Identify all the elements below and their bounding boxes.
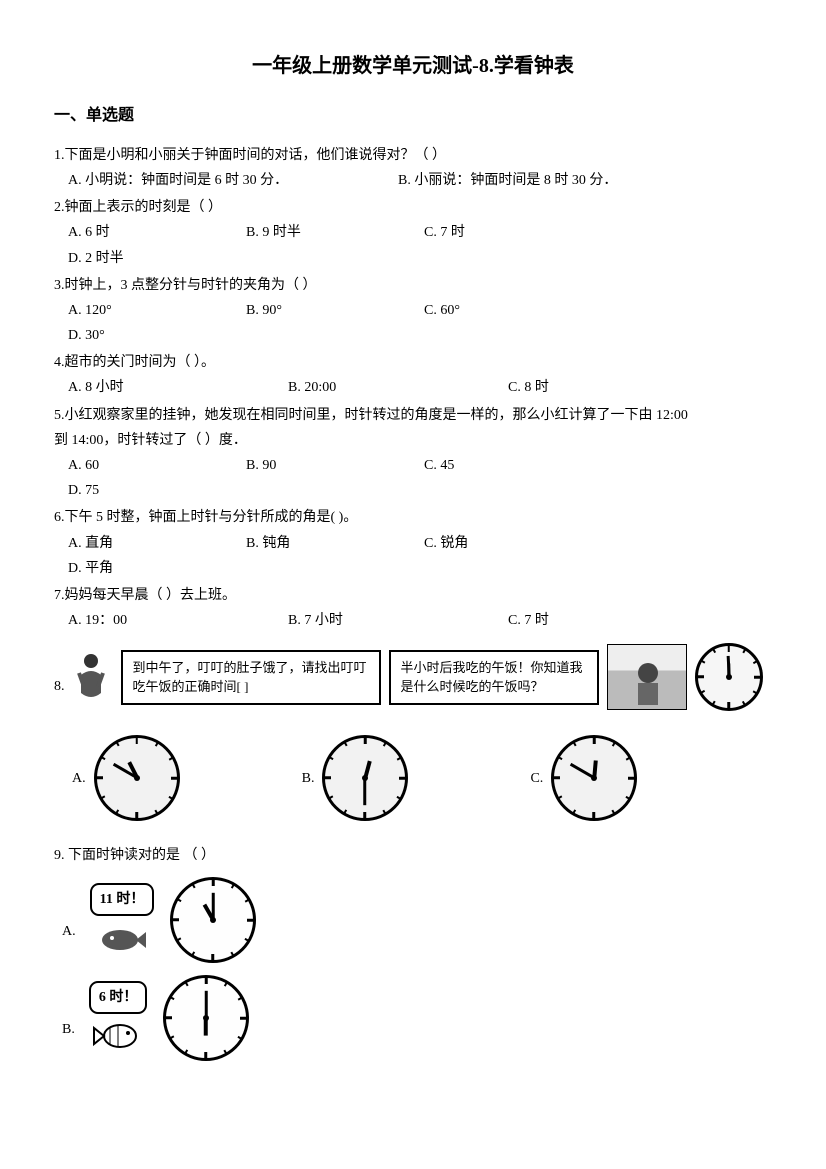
q3-opt-a[interactable]: A. 120° bbox=[68, 298, 236, 323]
question-9: 9. 下面时钟读对的是 （ ） A. 11 时！ B. 6 时！ bbox=[54, 843, 772, 1062]
q5-line1: 5.小红观察家里的挂钟，她发现在相同时间里，时针转过的角度是一样的，那么小红计算… bbox=[54, 403, 772, 428]
q4-opt-b[interactable]: B. 20:00 bbox=[288, 375, 498, 400]
q8-bubble-right: 半小时后我吃的午饭！你知道我是什么时候吃的午饭吗？ bbox=[389, 650, 599, 705]
q9-option-a[interactable]: A. 11 时！ bbox=[62, 875, 772, 965]
q5-opt-b[interactable]: B. 90 bbox=[246, 453, 414, 478]
q1-opt-b[interactable]: B. 小丽说：钟面时间是 8 时 30 分． bbox=[398, 168, 718, 193]
q9-b-label: B. bbox=[62, 1017, 75, 1042]
q4-opt-a[interactable]: A. 8 小时 bbox=[68, 375, 278, 400]
section-heading: 一、单选题 bbox=[54, 102, 772, 131]
q2-opt-a[interactable]: A. 6 时 bbox=[68, 220, 236, 245]
q2-opt-d[interactable]: D. 2 时半 bbox=[68, 246, 236, 271]
q8-clock-b bbox=[322, 735, 408, 821]
q8-option-a[interactable]: A. bbox=[72, 733, 182, 823]
q9-a-label: A. bbox=[62, 919, 76, 944]
girl-figure-icon bbox=[69, 649, 113, 705]
q7-opt-a[interactable]: A. 19：00 bbox=[68, 608, 278, 633]
q9-a-bubble: 11 时！ bbox=[90, 883, 155, 916]
q8-a-label: A. bbox=[72, 766, 86, 791]
q6-text: 6.下午 5 时整，钟面上时针与分针所成的角是( )。 bbox=[54, 505, 772, 530]
q2-opt-b[interactable]: B. 9 时半 bbox=[246, 220, 414, 245]
q7-opt-b[interactable]: B. 7 小时 bbox=[288, 608, 498, 633]
boy-figure-icon bbox=[607, 644, 687, 710]
q9-clock-b bbox=[163, 975, 249, 1061]
q9-text: 9. 下面时钟读对的是 （ ） bbox=[54, 843, 772, 868]
q8-option-b[interactable]: B. bbox=[302, 733, 411, 823]
q3-text: 3.时钟上，3 点整分针与时针的夹角为（ ） bbox=[54, 273, 772, 298]
q5-line2: 到 14:00，时针转过了（ ）度． bbox=[54, 428, 772, 453]
question-7: 7.妈妈每天早晨（ ）去上班。 A. 19：00 B. 7 小时 C. 7 时 bbox=[54, 583, 772, 633]
q8-c-label: C. bbox=[530, 766, 543, 791]
q6-opt-b[interactable]: B. 钝角 bbox=[246, 531, 414, 556]
q1-text: 1.下面是小明和小丽关于钟面时间的对话，他们谁说得对？（ ） bbox=[54, 143, 772, 168]
q1-opt-a[interactable]: A. 小明说：钟面时间是 6 时 30 分． bbox=[68, 168, 388, 193]
q4-text: 4.超市的关门时间为（ ）。 bbox=[54, 350, 772, 375]
question-4: 4.超市的关门时间为（ ）。 A. 8 小时 B. 20:00 C. 8 时 bbox=[54, 350, 772, 400]
q8-number: 8. bbox=[54, 674, 65, 699]
question-2: 2.钟面上表示的时刻是（ ） A. 6 时 B. 9 时半 C. 7 时 D. … bbox=[54, 195, 772, 271]
q5-opt-a[interactable]: A. 60 bbox=[68, 453, 236, 478]
whale-figure-icon bbox=[95, 918, 149, 956]
q9-clock-a bbox=[170, 877, 256, 963]
fish-figure-icon bbox=[91, 1016, 145, 1054]
q8-b-label: B. bbox=[302, 766, 315, 791]
question-5: 5.小红观察家里的挂钟，她发现在相同时间里，时针转过的角度是一样的，那么小红计算… bbox=[54, 403, 772, 504]
q8-option-c[interactable]: C. bbox=[530, 733, 639, 823]
question-1: 1.下面是小明和小丽关于钟面时间的对话，他们谁说得对？（ ） A. 小明说：钟面… bbox=[54, 143, 772, 193]
q2-opt-c[interactable]: C. 7 时 bbox=[424, 220, 592, 245]
page-title: 一年级上册数学单元测试-8.学看钟表 bbox=[54, 48, 772, 84]
q7-opt-c[interactable]: C. 7 时 bbox=[508, 608, 718, 633]
question-3: 3.时钟上，3 点整分针与时针的夹角为（ ） A. 120° B. 90° C.… bbox=[54, 273, 772, 349]
q6-opt-a[interactable]: A. 直角 bbox=[68, 531, 236, 556]
q8-scene-clock bbox=[695, 643, 763, 711]
q4-opt-c[interactable]: C. 8 时 bbox=[508, 375, 718, 400]
q7-text: 7.妈妈每天早晨（ ）去上班。 bbox=[54, 583, 772, 608]
q3-opt-c[interactable]: C. 60° bbox=[424, 298, 592, 323]
q5-opt-d[interactable]: D. 75 bbox=[68, 478, 236, 503]
q3-opt-d[interactable]: D. 30° bbox=[68, 323, 236, 348]
q9-option-b[interactable]: B. 6 时！ bbox=[62, 973, 772, 1063]
q8-clock-c bbox=[551, 735, 637, 821]
q2-text: 2.钟面上表示的时刻是（ ） bbox=[54, 195, 772, 220]
q3-opt-b[interactable]: B. 90° bbox=[246, 298, 414, 323]
q6-opt-d[interactable]: D. 平角 bbox=[68, 556, 236, 581]
q8-bubble-left: 到中午了，叮叮的肚子饿了，请找出叮叮吃午饭的正确时间[ ] bbox=[121, 650, 381, 705]
question-6: 6.下午 5 时整，钟面上时针与分针所成的角是( )。 A. 直角 B. 钝角 … bbox=[54, 505, 772, 581]
q6-opt-c[interactable]: C. 锐角 bbox=[424, 531, 592, 556]
q9-b-bubble: 6 时！ bbox=[89, 981, 148, 1014]
q5-opt-c[interactable]: C. 45 bbox=[424, 453, 592, 478]
question-8: 8. 到中午了，叮叮的肚子饿了，请找出叮叮吃午饭的正确时间[ ] 半小时后我吃的… bbox=[54, 641, 772, 823]
q8-clock-a bbox=[94, 735, 180, 821]
